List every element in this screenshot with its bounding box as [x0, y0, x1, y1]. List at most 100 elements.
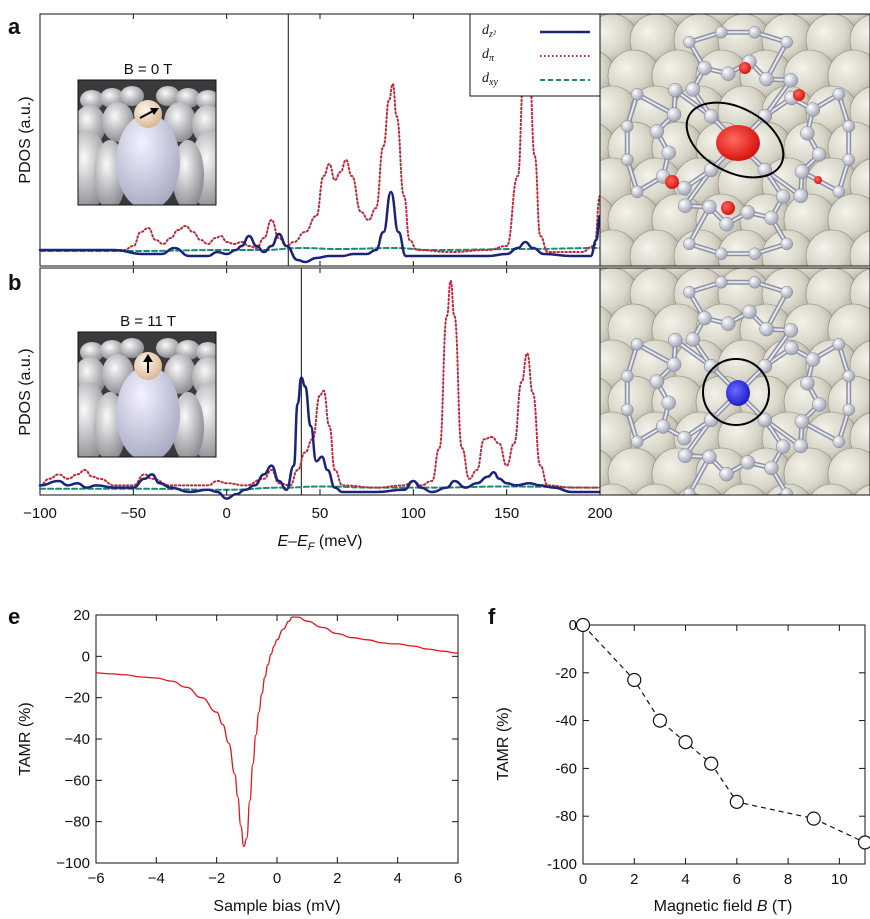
y-tick-label: -80 — [555, 808, 577, 825]
molecule-atom — [630, 88, 644, 101]
molecule-atom — [749, 498, 761, 510]
panel-f-xlabel-post: (T) — [767, 898, 792, 915]
y-tick-label: −60 — [65, 772, 90, 789]
molecule-atom — [666, 357, 682, 372]
x-tick-label: −4 — [148, 870, 165, 887]
pdos-a-plot — [38, 65, 602, 264]
molecule-atom — [661, 145, 676, 161]
molecule-atom — [697, 310, 712, 326]
panel-f-ylabel: TAMR (%) — [495, 707, 512, 780]
molecule-atom — [793, 438, 808, 454]
surface-atom — [678, 483, 722, 495]
x-tick-label: −6 — [87, 870, 104, 887]
x-tick-label: 10 — [831, 871, 848, 888]
molecule-atom — [775, 189, 791, 204]
molecule-atom — [811, 147, 827, 162]
data-point — [806, 811, 821, 826]
pdos-b-plot — [38, 279, 602, 500]
y-tick-label: -20 — [555, 665, 577, 682]
molecule-atom — [764, 460, 779, 476]
x-tick-label: 150 — [494, 505, 519, 522]
y-tick-label: −100 — [56, 855, 90, 872]
surface-atom — [634, 483, 678, 495]
pdos-b-ylabel: PDOS (a.u.) — [17, 348, 34, 435]
inset-b-field-label: B = 11 T — [120, 313, 176, 330]
molecule-atom — [800, 375, 815, 391]
data-point — [652, 713, 668, 728]
molecule-atom — [793, 188, 808, 204]
surface-atom — [600, 483, 634, 495]
tamr-field-line — [582, 624, 866, 844]
molecule-atom — [715, 498, 727, 510]
panel-f-ticks: 0 2 4 6 8 10 0 -20 -40 -60 -80 -100 — [547, 617, 865, 888]
legend-dz2-main: d — [482, 23, 490, 38]
x-tick-label: 0 — [222, 505, 230, 522]
panel-f-xlabel-pre: Magnetic field — [654, 898, 757, 915]
spin-density-small — [739, 62, 751, 74]
molecule-atom — [719, 216, 734, 232]
molecule-atom — [655, 419, 671, 434]
inset-b-tip — [78, 338, 216, 457]
molecule-atom — [720, 66, 736, 81]
inset-a-tip — [78, 86, 216, 205]
surface-atom — [810, 483, 854, 495]
y-tick-label: 0 — [569, 617, 577, 634]
panel-label-e: e — [8, 604, 20, 629]
x-tick-label: 6 — [733, 871, 741, 888]
molecule-atom — [703, 358, 719, 374]
y-tick-label: −20 — [65, 690, 90, 707]
x-tick-label: 4 — [393, 870, 401, 887]
data-point — [678, 735, 693, 750]
molecule-atom — [783, 323, 799, 338]
molecule-atom — [677, 198, 693, 213]
panel-f-xlabel: Magnetic field B (T) — [654, 898, 793, 915]
y-tick-label: -60 — [555, 760, 577, 777]
x-tick-label: −2 — [208, 870, 225, 887]
molecule-atom — [832, 435, 846, 448]
molecule-atom — [794, 414, 810, 429]
series-dz2-line — [38, 376, 602, 500]
molecule-atom — [702, 199, 717, 215]
legend-dpi-label: dπ — [482, 47, 495, 64]
molecule-atom — [784, 340, 799, 356]
molecule-atom — [630, 338, 644, 351]
highlight-ellipse — [685, 101, 785, 179]
molecule-atom — [805, 102, 821, 117]
x-tick-label: −50 — [121, 505, 146, 522]
spin-density-small — [665, 175, 679, 189]
molecule-atom — [683, 285, 696, 299]
x-tick-label: 0 — [579, 871, 587, 888]
molecule-atom — [742, 304, 757, 320]
molecule-atom — [783, 73, 799, 88]
legend-box — [469, 13, 601, 97]
data-point — [575, 617, 591, 633]
legend-dpi-main: d — [482, 47, 490, 62]
molecule-atom — [621, 153, 634, 166]
inset-a: B = 0 T — [77, 61, 217, 206]
surface-atom — [827, 447, 870, 495]
y-tick-label: -40 — [555, 713, 577, 730]
spin-arrow-up-icon — [143, 354, 153, 373]
data-point — [857, 835, 870, 850]
x-tick-label: −100 — [23, 505, 57, 522]
molecule-atom — [748, 276, 761, 289]
molecule-atom — [719, 466, 734, 482]
inset-a-field-label: B = 0 T — [124, 61, 173, 78]
spin-density-small — [814, 176, 822, 184]
molecule-atom — [649, 374, 665, 389]
molecule-atom — [759, 71, 774, 87]
panel-d-frame — [599, 267, 870, 496]
molecule-bond-highlight — [763, 329, 792, 368]
y-tick-label: −40 — [65, 731, 90, 748]
molecule-atom — [621, 120, 634, 133]
panel-c-image — [600, 14, 870, 266]
molecule-atom — [685, 332, 701, 347]
molecule-atom — [715, 276, 728, 289]
molecule-atom — [748, 247, 761, 260]
molecule-atom — [703, 108, 719, 124]
molecule-atom — [715, 247, 728, 260]
pdos-xlabel-unit: (meV) — [314, 533, 362, 550]
panel-e-ylabel: TAMR (%) — [17, 702, 34, 775]
molecule-atom — [832, 338, 846, 351]
